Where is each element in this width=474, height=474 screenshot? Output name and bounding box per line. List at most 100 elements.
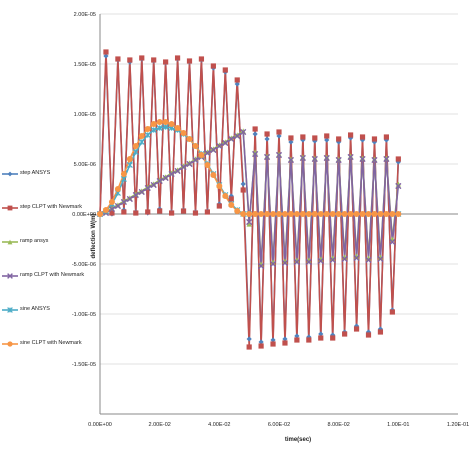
data-point — [216, 203, 222, 209]
y-tick-label: 5.00E-06 — [74, 162, 96, 168]
data-point — [186, 160, 193, 168]
data-point — [252, 150, 259, 158]
data-point — [216, 142, 222, 148]
marker-group — [96, 49, 402, 350]
data-point — [192, 156, 199, 164]
x-tick-label: 6.00E-02 — [268, 422, 290, 428]
data-point — [126, 195, 133, 203]
data-point — [317, 211, 324, 217]
data-point — [210, 146, 216, 152]
data-point — [383, 211, 390, 217]
data-point — [180, 130, 187, 136]
data-point — [138, 133, 145, 139]
data-point — [139, 188, 145, 194]
y-tick-label: -1.50E-05 — [72, 362, 96, 368]
x-tick-label: 8.00E-02 — [328, 422, 350, 428]
data-point — [264, 153, 270, 159]
data-point — [133, 191, 139, 197]
data-point — [103, 53, 109, 59]
data-point — [281, 211, 288, 217]
data-point — [204, 209, 210, 215]
y-tick-label: -5.00E-06 — [72, 262, 96, 268]
data-point — [157, 177, 163, 183]
data-point — [240, 187, 246, 193]
data-point — [180, 208, 187, 214]
data-point — [264, 131, 270, 137]
data-point — [240, 211, 247, 217]
x-tick-label: 0.00E+00 — [88, 422, 112, 428]
data-point — [127, 57, 133, 63]
data-point — [252, 131, 258, 137]
legend-label: ramp CLPT with Newmark — [20, 272, 85, 278]
data-point — [383, 155, 389, 161]
data-point — [198, 56, 205, 62]
data-point — [144, 131, 151, 139]
data-point — [306, 337, 312, 343]
data-point — [126, 161, 133, 169]
data-point — [287, 211, 294, 217]
legend-item: step CLPT with Newmark — [2, 202, 94, 236]
data-point — [222, 139, 229, 147]
y-tick-label: 1.50E-05 — [74, 62, 96, 68]
data-point — [174, 55, 181, 61]
data-point — [305, 211, 312, 217]
data-point — [371, 211, 378, 217]
data-point — [157, 208, 163, 214]
data-point — [312, 155, 318, 161]
data-point — [311, 211, 318, 217]
data-point — [276, 133, 282, 139]
data-point — [138, 138, 145, 146]
data-point — [270, 337, 276, 343]
data-point — [359, 134, 366, 140]
data-point — [180, 163, 187, 171]
y-tick-label: 2.00E-05 — [74, 12, 96, 18]
data-point — [389, 211, 396, 217]
data-point — [359, 155, 366, 161]
x-tick-label: 2.00E-02 — [149, 422, 171, 428]
data-point — [186, 58, 193, 64]
data-point — [341, 255, 348, 263]
data-point — [127, 195, 133, 201]
data-point — [210, 172, 217, 178]
data-point — [168, 170, 175, 178]
data-point — [389, 238, 396, 246]
data-point — [342, 331, 348, 337]
legend-swatch — [2, 307, 18, 313]
data-point — [151, 181, 157, 187]
data-point — [383, 134, 389, 140]
legend-label: sine ANSYS — [20, 306, 50, 312]
data-point — [210, 63, 216, 69]
data-point — [389, 309, 395, 315]
data-point — [228, 196, 234, 202]
data-point — [162, 174, 169, 182]
x-axis-title: time(sec) — [285, 437, 311, 443]
data-point — [144, 184, 151, 192]
data-point — [359, 211, 366, 217]
data-point — [192, 143, 199, 149]
data-point — [305, 258, 312, 266]
data-point — [371, 136, 378, 142]
data-point — [395, 211, 402, 217]
data-point — [216, 183, 223, 189]
data-point — [138, 188, 145, 196]
data-point — [263, 153, 271, 161]
data-point — [353, 211, 360, 217]
legend-label: ramp ansys — [20, 238, 49, 244]
data-point — [377, 211, 384, 217]
data-point — [162, 123, 169, 131]
data-point — [329, 211, 336, 217]
data-point — [287, 156, 295, 164]
data-point — [246, 211, 253, 217]
data-point — [347, 153, 354, 161]
data-point — [150, 181, 157, 189]
data-point — [234, 132, 241, 140]
data-point — [276, 129, 282, 135]
legend-label: step ANSYS — [20, 170, 51, 176]
y-tick-label: -1.00E-05 — [72, 312, 96, 318]
data-point — [126, 156, 133, 162]
x-tick-label: 1.20E-01 — [447, 422, 469, 428]
data-point — [258, 343, 264, 349]
data-point — [318, 331, 324, 337]
